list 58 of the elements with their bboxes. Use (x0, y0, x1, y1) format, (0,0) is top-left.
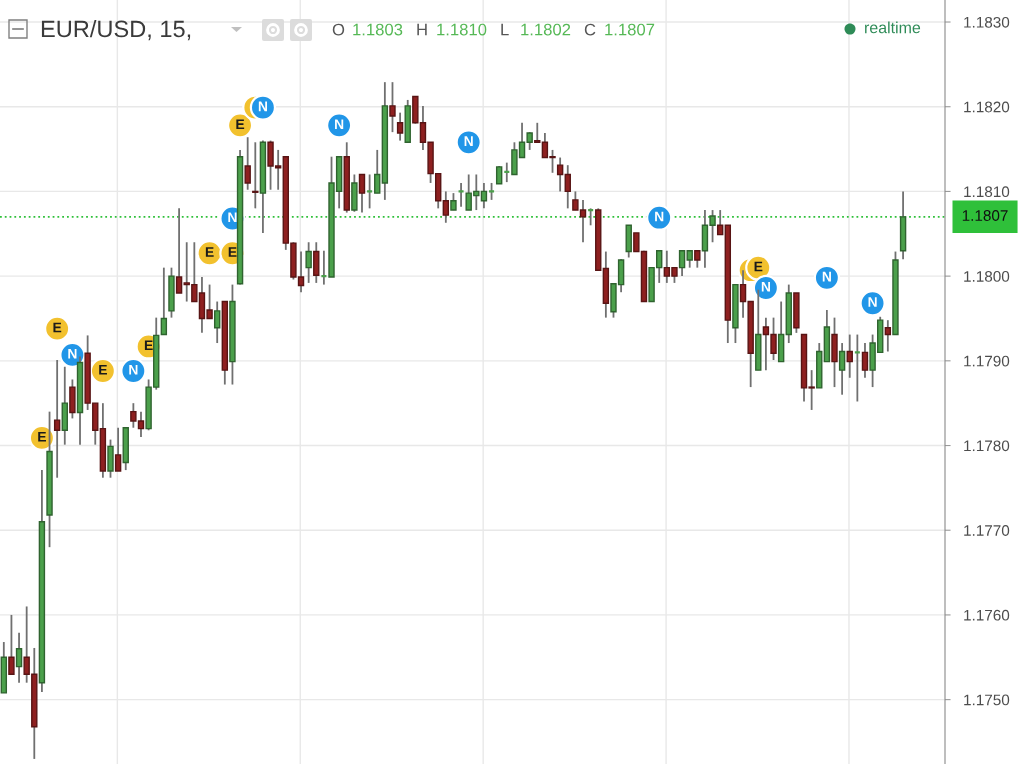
candlestick (374, 149, 381, 195)
y-tick-label: 1.1790 (964, 355, 1010, 367)
y-tick-label: 1.1750 (964, 694, 1010, 706)
y-tick-label: 1.1770 (964, 525, 1010, 536)
data-label: E (53, 322, 62, 333)
candlestick (244, 136, 251, 191)
candlestick (534, 121, 541, 144)
y-tick-label: 1.1800 (964, 270, 1010, 282)
data-label: N (464, 136, 473, 146)
text: EUR/USD, 15, (41, 20, 191, 41)
candlestick (15, 631, 23, 684)
candlestick (846, 333, 853, 379)
data-label: N (258, 101, 267, 112)
y-tick-label: 1.1780 (964, 440, 1010, 452)
candlestick (389, 81, 396, 134)
data-label: E (228, 247, 237, 257)
candlestick (564, 164, 571, 210)
data-label: N (868, 297, 877, 307)
annotation: realtime (865, 21, 921, 34)
candlestick (53, 359, 61, 479)
candlestick (8, 614, 15, 676)
candlestick (442, 190, 450, 224)
y-tick-label: 1.1830 (964, 16, 1010, 28)
data-label: N (335, 119, 344, 129)
annotation: O 1.1803 (332, 23, 403, 36)
data-label: E (236, 119, 245, 129)
annotation: L 1.1802 (501, 23, 571, 36)
data-label: N (761, 282, 770, 292)
candlestick (884, 319, 892, 353)
annotation: C 1.1807 (584, 23, 655, 36)
candlestick (861, 342, 869, 379)
data-label: N (129, 365, 138, 375)
data-label: E (99, 365, 107, 375)
annotation: H 1.1810 (417, 23, 487, 36)
data-label: E (205, 247, 214, 257)
data-label: E (38, 431, 46, 442)
data-label: N (68, 348, 77, 359)
candlestick (396, 111, 404, 142)
candlestick (305, 241, 312, 284)
y-tick-label: 1.1810 (964, 186, 1010, 198)
candlestick (114, 426, 122, 472)
candlestick (838, 342, 846, 396)
y-tick-label: 1.1820 (964, 101, 1010, 113)
candlestick (160, 266, 168, 336)
candlestick (252, 141, 259, 210)
candlestick (313, 241, 320, 284)
y-tick-label: 1.1760 (964, 609, 1010, 621)
data-label: N (822, 271, 831, 282)
candlestick (556, 156, 564, 193)
data-label: N (655, 211, 664, 222)
ref-line-label: 1.1807 (962, 210, 1008, 221)
candlestick (213, 300, 221, 344)
data-label: E (754, 261, 763, 272)
candlestick (716, 209, 724, 236)
data-label: E (144, 340, 153, 351)
data-label: N (228, 212, 237, 223)
candlestick (358, 173, 366, 214)
candlestick (175, 207, 183, 294)
